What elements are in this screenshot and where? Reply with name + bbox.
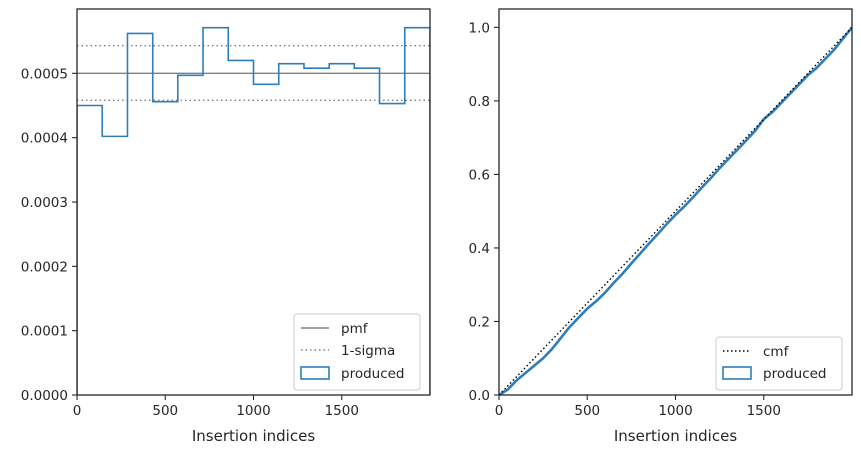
cdf-y-tick-label: 0.2: [469, 314, 490, 330]
cdf-x-tick-label: 1000: [658, 403, 692, 419]
cdf-y-tick-label: 0.8: [469, 94, 490, 110]
histogram-x-tick-label: 0: [73, 403, 82, 419]
legend-produced-swatch: [300, 366, 330, 380]
cmf-series: [499, 26, 852, 395]
histogram-chart: 0 500 1000 1500 0.0000 0.0001 0.0002 0.0003 0.00…: [21, 8, 431, 445]
cdf-y-tick-label: 0.4: [469, 241, 490, 257]
histogram-y-tick-label: 0.0003: [21, 195, 68, 211]
legend-entry-label: pmf: [341, 321, 369, 337]
legend-entry-label: produced: [763, 366, 827, 382]
legend-entry-label: cmf: [763, 344, 790, 360]
produced-cdf-series: [499, 26, 852, 395]
histogram-x-axis-label: Insertion indices: [192, 427, 315, 445]
histogram-series-group: [77, 26, 430, 395]
cdf-y-tick-label: 0.6: [469, 167, 490, 183]
histogram-legend-box: [293, 313, 421, 391]
histogram-x-tick-label: 500: [152, 403, 178, 419]
cdf-legend-box: [715, 336, 843, 391]
histogram-y-tick-label: 0.0005: [21, 66, 68, 82]
histogram-y-tick-label: 0.0001: [21, 324, 68, 340]
cdf-y-tick-label: 1.0: [469, 20, 490, 36]
cdf-legend: cmf produced: [715, 336, 843, 391]
legend-entry-label: 1-sigma: [341, 343, 395, 359]
produced-step-series: [77, 26, 430, 395]
cdf-x-tick-label: 0: [495, 403, 504, 419]
cdf-ticks: 0 500 1000 1500 0.0 0.2 0.4 0.6 0.8 1.0: [469, 20, 781, 419]
cdf-x-tick-label: 500: [574, 403, 600, 419]
cdf-x-tick-label: 1500: [747, 403, 781, 419]
cdf-y-tick-label: 0.0: [469, 388, 490, 404]
histogram-y-tick-label: 0.0004: [21, 131, 68, 147]
histogram-y-tick-label: 0.0002: [21, 259, 68, 275]
legend-produced-swatch: [722, 366, 752, 380]
cdf-x-axis-label: Insertion indices: [614, 427, 737, 445]
histogram-ticks: 0 500 1000 1500 0.0000 0.0001 0.0002 0.0003 0.00…: [21, 66, 359, 419]
histogram-y-tick-label: 0.0000: [21, 388, 68, 404]
histogram-x-tick-label: 1000: [236, 403, 270, 419]
cdf-chart: 0 500 1000 1500 0.0 0.2 0.4 0.6 0.8 1.0 Insertion…: [469, 8, 853, 445]
legend-entry-label: produced: [341, 366, 405, 382]
cdf-series-group: [499, 26, 852, 395]
histogram-x-tick-label: 1500: [325, 403, 359, 419]
histogram-legend: pmf 1-sigma produced: [293, 313, 421, 391]
